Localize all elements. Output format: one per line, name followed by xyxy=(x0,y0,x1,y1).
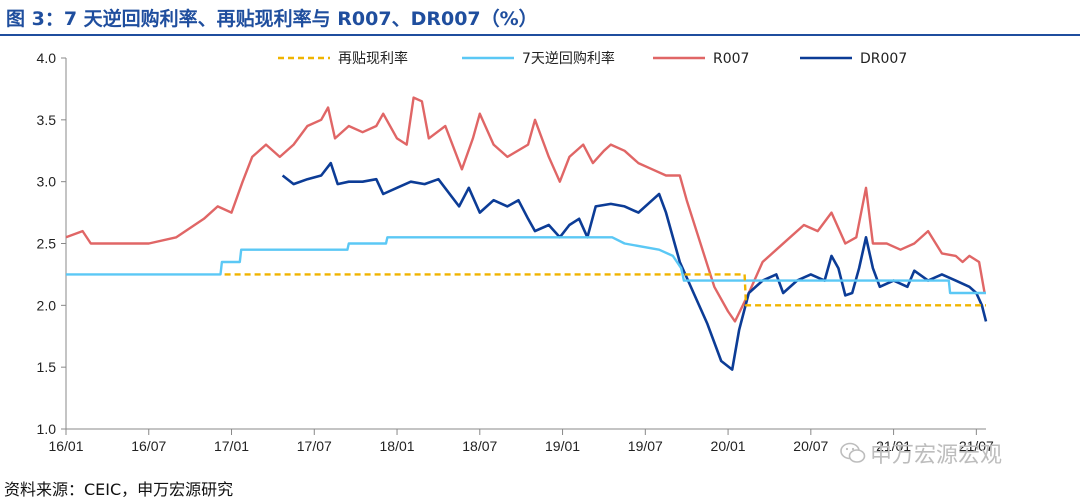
watermark-text: 申万宏源宏观 xyxy=(870,443,1003,468)
series-line-2 xyxy=(65,96,986,323)
x-tick-label: 19/01 xyxy=(545,438,580,454)
x-tick-label: 18/07 xyxy=(462,438,497,454)
y-tick-label: 2.0 xyxy=(37,297,57,313)
y-tick-label: 2.5 xyxy=(37,236,57,252)
chart-axes: 4.0 3.5 3.0 2.5 2.0 1.5 1.016/01 16/07 17/01 17/0… xyxy=(37,50,995,454)
x-tick-label: 21/01 xyxy=(876,438,911,454)
y-tick-label: 1.5 xyxy=(37,359,57,375)
x-tick-label: 20/07 xyxy=(793,438,828,454)
title-divider xyxy=(0,34,1080,36)
legend-label: 7天逆回购利率 xyxy=(522,50,615,67)
series-line-0 xyxy=(224,273,986,307)
x-tick-label: 17/07 xyxy=(297,438,332,454)
chart-title: 图 3：7 天逆回购利率、再贴现利率与 R007、DR007（%） xyxy=(6,8,538,30)
watermark: 申万宏源宏观 xyxy=(840,437,1002,469)
source-note: 资料来源：CEIC，申万宏源研究 xyxy=(4,480,234,499)
legend-label: 再贴现利率 xyxy=(338,50,408,67)
legend-label: DR007 xyxy=(860,51,907,67)
y-tick-label: 1.0 xyxy=(37,421,57,437)
x-tick-label: 18/01 xyxy=(380,438,415,454)
chart-series xyxy=(65,96,988,371)
legend-label: R007 xyxy=(713,51,749,67)
x-tick-label: 17/01 xyxy=(214,438,249,454)
line-chart: 4.0 3.5 3.0 2.5 2.0 1.5 1.016/01 16/07 17/01 17/0… xyxy=(37,50,995,454)
x-tick-label: 16/07 xyxy=(131,438,166,454)
series-line-1 xyxy=(66,236,986,295)
x-tick-label: 20/01 xyxy=(711,438,746,454)
chart-legend: 再贴现利率 7天逆回购利率 R007 DR007 xyxy=(278,50,907,67)
x-tick-label: 16/01 xyxy=(48,438,83,454)
y-tick-label: 4.0 xyxy=(37,50,57,66)
y-tick-label: 3.5 xyxy=(37,112,57,128)
x-tick-label: 21/07 xyxy=(959,438,994,454)
y-tick-label: 3.0 xyxy=(37,174,57,190)
series-line-3 xyxy=(281,161,988,371)
wechat-icon xyxy=(840,442,866,463)
x-tick-label: 19/07 xyxy=(628,438,663,454)
